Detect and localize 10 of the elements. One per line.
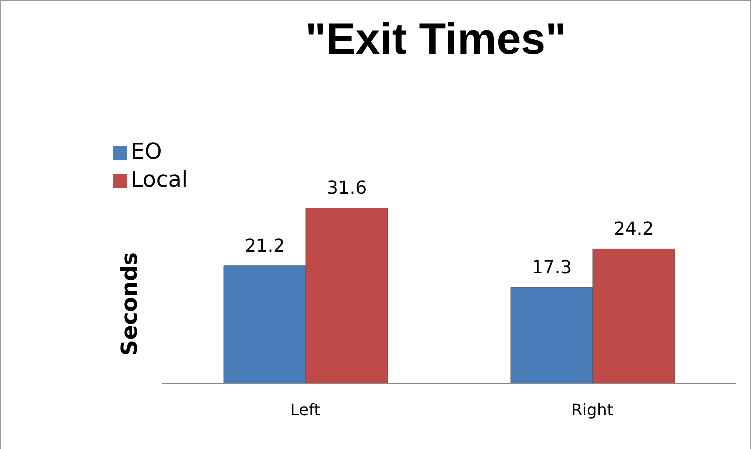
chart-title: "Exit Times": [304, 15, 568, 65]
legend-label: EO: [131, 140, 162, 165]
y-axis-title: Seconds: [118, 252, 143, 356]
data-label: 21.2: [244, 236, 286, 257]
data-label: 24.2: [614, 219, 654, 240]
legend-label: Local: [131, 168, 188, 193]
data-label: 17.3: [532, 258, 572, 279]
x-tick-label: Right: [571, 400, 614, 420]
data-label: 31.6: [326, 178, 368, 199]
x-tick-label: Left: [290, 400, 321, 420]
